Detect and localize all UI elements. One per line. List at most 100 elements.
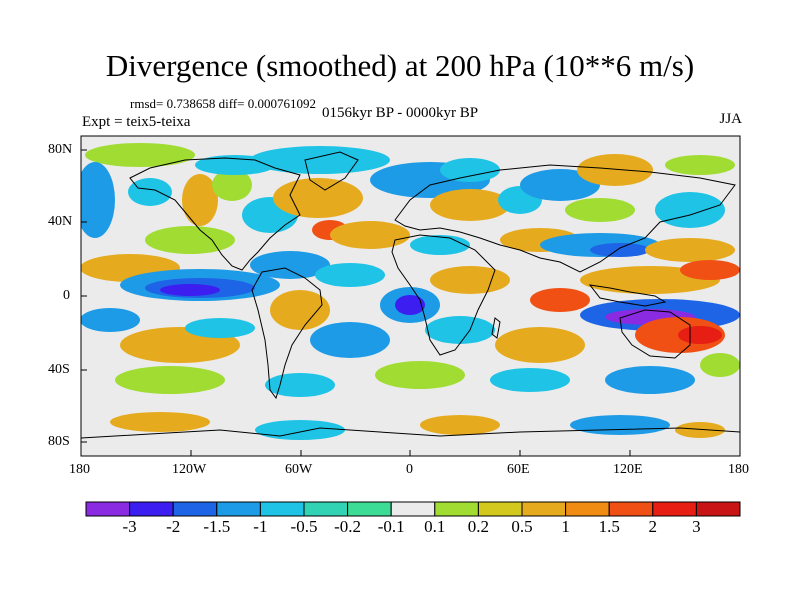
x-tick-label: 60W bbox=[285, 462, 313, 477]
colorbar-label: 0.1 bbox=[424, 517, 446, 536]
contour-patch bbox=[675, 422, 725, 438]
colorbar-label: -0.5 bbox=[290, 517, 318, 536]
colorbar-box bbox=[129, 501, 174, 517]
contour-patch bbox=[520, 169, 600, 201]
colorbar-label: -2 bbox=[166, 517, 181, 536]
coastlines bbox=[81, 151, 740, 439]
x-tick-label: 0 bbox=[406, 462, 413, 477]
colorbar-box bbox=[303, 501, 349, 517]
contour-patch bbox=[430, 189, 510, 221]
coastline-south-america bbox=[251, 267, 323, 400]
contour-patch bbox=[212, 169, 252, 201]
y-tick-label: 80N bbox=[48, 142, 73, 157]
contour-patch bbox=[565, 198, 635, 222]
contour-patch bbox=[678, 326, 722, 344]
colorbar-box bbox=[477, 501, 523, 517]
colorbar-label: -0.1 bbox=[377, 517, 405, 536]
colorbar-box bbox=[565, 501, 610, 517]
contour-patch bbox=[273, 178, 363, 218]
colorbar-box bbox=[608, 501, 654, 517]
contour-patch bbox=[590, 243, 650, 257]
coastline-antarctica bbox=[81, 427, 740, 439]
axis-ticks bbox=[80, 149, 741, 456]
colorbar bbox=[85, 501, 741, 517]
contour-patch bbox=[375, 361, 465, 389]
contour-patch bbox=[270, 290, 330, 330]
colorbar-label: 3 bbox=[692, 517, 701, 536]
colorbar-box bbox=[216, 501, 261, 517]
x-tick-label: 120W bbox=[172, 462, 207, 477]
contour-patch bbox=[395, 295, 425, 315]
contour-patch bbox=[655, 192, 725, 228]
contour-patch bbox=[115, 366, 225, 394]
contour-patch bbox=[665, 155, 735, 175]
contour-patch bbox=[110, 412, 210, 432]
contour-patch bbox=[255, 420, 345, 440]
x-tick-label: 180 bbox=[69, 462, 90, 477]
x-tick-label: 180 bbox=[728, 462, 749, 477]
colorbar-box bbox=[695, 501, 741, 517]
x-tick-label: 120E bbox=[613, 462, 643, 477]
experiment-label: Expt = teix5-teixa bbox=[82, 114, 191, 130]
contour-patch bbox=[81, 308, 140, 332]
contour-patch bbox=[310, 322, 390, 358]
colorbar-box bbox=[390, 501, 436, 517]
y-tick-label: 40N bbox=[48, 214, 73, 229]
contour-patch bbox=[160, 284, 220, 296]
coastline-africa bbox=[391, 234, 496, 356]
contour-patch bbox=[605, 366, 695, 394]
colorbar-label: -3 bbox=[122, 517, 137, 536]
contour-patch bbox=[425, 316, 495, 344]
colorbar-box bbox=[347, 501, 392, 517]
contour-patch bbox=[420, 415, 500, 435]
colorbar-box bbox=[521, 501, 567, 517]
contour-patch bbox=[81, 162, 115, 238]
contour-patch bbox=[490, 368, 570, 392]
contour-patch bbox=[495, 327, 585, 363]
y-tick-label: 0 bbox=[63, 288, 70, 303]
season-label: JJA bbox=[719, 111, 742, 127]
colorbar-box bbox=[652, 501, 697, 517]
coastline-greenland bbox=[304, 151, 359, 191]
coastline-madagascar bbox=[491, 317, 501, 339]
contour-patch bbox=[680, 260, 740, 280]
contour-patch bbox=[128, 178, 172, 206]
contour-patch bbox=[250, 146, 390, 174]
period-label: 0156kyr BP - 0000kyr BP bbox=[321, 105, 479, 121]
contour-patch bbox=[185, 318, 255, 338]
y-tick-label: 40S bbox=[48, 362, 70, 377]
stats-line: rmsd= 0.738658 diff= 0.000761092 bbox=[130, 96, 316, 111]
contour-patch bbox=[530, 288, 590, 312]
colorbar-label: -1.5 bbox=[203, 517, 231, 536]
coastline-maritime-asia bbox=[588, 284, 667, 307]
colorbar-label: -0.2 bbox=[334, 517, 362, 536]
colorbar-label: 2 bbox=[648, 517, 658, 536]
coastline-north-america bbox=[129, 157, 301, 271]
coastline-eurasia bbox=[394, 164, 736, 273]
contour-patch bbox=[182, 174, 218, 226]
contour-patch bbox=[645, 238, 735, 262]
contour-patch bbox=[145, 226, 235, 254]
contour-field bbox=[81, 143, 740, 440]
contour-patch bbox=[700, 353, 740, 377]
contour-patch bbox=[250, 251, 330, 279]
map-title: Divergence (smoothed) at 200 hPa (10**6 … bbox=[105, 48, 695, 83]
coastline-australia bbox=[619, 309, 691, 359]
colorbar-box bbox=[259, 501, 305, 517]
y-tick-label: 80S bbox=[48, 434, 70, 449]
colorbar-label: 0.2 bbox=[467, 517, 490, 536]
colorbar-label: -1 bbox=[253, 517, 268, 536]
contour-patch bbox=[315, 263, 385, 287]
contour-patch bbox=[570, 415, 670, 435]
colorbar-box bbox=[85, 501, 131, 517]
contour-patch bbox=[265, 373, 335, 397]
colorbar-box bbox=[434, 501, 479, 517]
contour-patch bbox=[330, 221, 410, 249]
contour-patch bbox=[577, 154, 653, 186]
x-tick-label: 60E bbox=[507, 462, 530, 477]
colorbar-label: 1.5 bbox=[598, 517, 620, 536]
colorbar-box bbox=[172, 501, 218, 517]
contour-patch bbox=[85, 143, 195, 167]
colorbar-label: 1 bbox=[561, 517, 570, 536]
colorbar-label: 0.5 bbox=[511, 517, 533, 536]
